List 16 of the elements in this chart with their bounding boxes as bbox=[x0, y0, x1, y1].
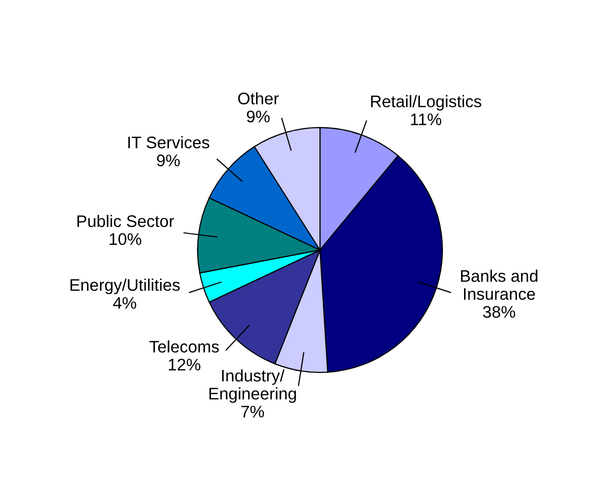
slice-label: Energy/Utilities bbox=[70, 278, 180, 294]
data-label: 7% bbox=[241, 406, 264, 418]
slice-label: Retail/Logistics bbox=[371, 95, 482, 111]
data-label: 4% bbox=[113, 297, 136, 309]
data-label: 12% bbox=[168, 358, 200, 370]
slice-label: Public Sector bbox=[77, 214, 174, 228]
slice-label: Telecoms bbox=[149, 340, 219, 353]
data-label: 38% bbox=[483, 306, 516, 318]
data-label: 10% bbox=[110, 233, 142, 246]
slice-label: IT Services bbox=[128, 136, 210, 148]
data-label: 9% bbox=[246, 110, 270, 122]
data-label: 9% bbox=[157, 154, 180, 166]
data-label: 11% bbox=[411, 114, 442, 126]
slice-label: Industry/ Engineering bbox=[209, 369, 296, 403]
slice-label: Banks and Insurance bbox=[461, 270, 538, 300]
slice-label: Other bbox=[238, 92, 279, 104]
